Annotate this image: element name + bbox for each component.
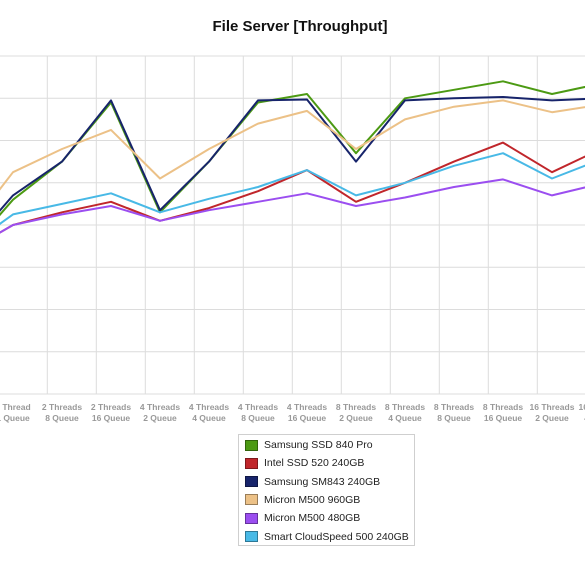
legend-swatch <box>245 531 258 542</box>
x-tick-label: 16 Threads <box>530 402 575 412</box>
chart-title: File Server [Throughput] <box>212 18 388 35</box>
series-lines <box>0 80 585 234</box>
x-tick-label: 8 Queue <box>437 413 471 423</box>
x-tick-label: 2 Queue <box>339 413 373 423</box>
x-tick-label: 4 Threads <box>238 402 278 412</box>
x-tick-label: 1 Thread <box>0 402 31 412</box>
legend-item: Smart CloudSpeed 500 240GB <box>245 530 409 544</box>
legend: Samsung SSD 840 Pro Intel SSD 520 240GB Sa… <box>238 434 415 546</box>
x-tick-label: 8 Queue <box>45 413 79 423</box>
legend-item: Micron M500 960GB <box>245 493 360 507</box>
legend-item: Intel SSD 520 240GB <box>245 456 364 470</box>
legend-swatch <box>245 494 258 506</box>
legend-item: Micron M500 480GB <box>245 511 360 525</box>
x-tick-label: 16 Queue <box>92 413 131 423</box>
series-line-1 <box>0 141 585 234</box>
legend-swatch <box>245 439 258 451</box>
legend-label: Smart CloudSpeed 500 240GB <box>264 530 409 543</box>
x-tick-label: 16 Queue <box>288 413 327 423</box>
legend-label: Samsung SSD 840 Pro <box>264 439 373 451</box>
x-tick-label: 16 Threads <box>579 402 585 412</box>
legend-item: Samsung SM843 240GB <box>245 475 380 489</box>
series-line-5 <box>0 152 585 226</box>
x-tick-label: 4 Queue <box>388 413 422 423</box>
x-tick-label: 1 Queue <box>0 413 30 423</box>
x-tick-label: 4 Threads <box>189 402 229 412</box>
legend-label: Micron M500 960GB <box>264 493 361 506</box>
legend-swatch <box>245 457 258 469</box>
legend-swatch <box>245 476 258 488</box>
x-tick-label: 4 Threads <box>287 402 327 412</box>
legend-label: Samsung SM843 240GB <box>264 475 381 488</box>
series-line-2 <box>0 96 585 212</box>
x-tick-label: 8 Threads <box>336 402 376 412</box>
legend-item: Samsung SSD 840 Pro <box>245 438 373 452</box>
gridlines <box>0 55 585 395</box>
x-tick-label: 16 Queue <box>484 413 523 423</box>
x-tick-label: 8 Threads <box>385 402 425 412</box>
x-tick-label: 2 Queue <box>535 413 569 423</box>
series-line-4 <box>0 178 585 234</box>
x-tick-label: 2 Threads <box>91 402 131 412</box>
legend-label: Intel SSD 520 240GB <box>264 457 365 470</box>
x-tick-label: 2 Threads <box>42 402 82 412</box>
x-tick-label: 8 Queue <box>241 413 275 423</box>
x-tick-label: 4 Queue <box>192 413 226 423</box>
x-tick-label: 8 Threads <box>434 402 474 412</box>
legend-swatch <box>245 512 258 524</box>
legend-label: Micron M500 480GB <box>264 512 361 525</box>
x-tick-label: 8 Threads <box>483 402 523 412</box>
x-tick-label: 2 Queue <box>143 413 177 423</box>
x-tick-label: 4 Threads <box>140 402 180 412</box>
series-line-3 <box>0 99 585 191</box>
